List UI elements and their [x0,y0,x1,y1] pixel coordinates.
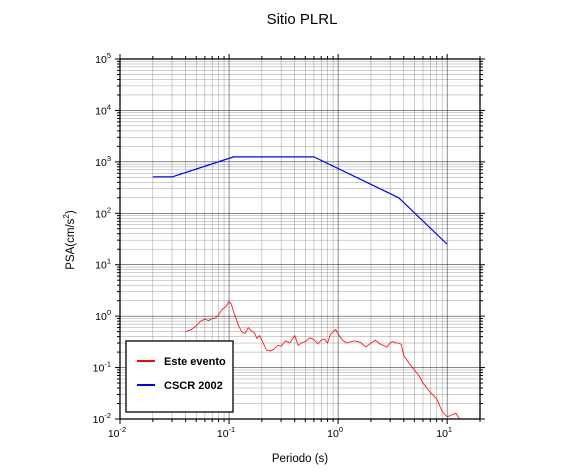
series-line-cscr-2002 [152,156,448,245]
y-tick-label-exp: 4 [107,102,111,111]
y-tick-label-base: 10 [95,260,107,272]
x-tick-label-exp: -2 [120,425,127,434]
x-tick-label-exp: 1 [448,425,452,434]
tick-marks [115,54,485,424]
y-tick-label-exp: 1 [107,257,111,266]
y-tick-label-exp: -1 [104,360,111,369]
y-tick-label: 100 [95,308,111,323]
y-tick-label-base: 10 [95,157,107,169]
y-tick-label: 103 [95,154,111,169]
series-layer [152,156,460,420]
y-axis-label-close: ) [65,210,77,214]
x-tick-label: 10-1 [217,425,235,440]
x-tick-label-base: 10 [436,428,448,440]
y-tick-label-base: 10 [95,311,107,323]
y-tick-label-exp: 0 [107,308,111,317]
y-tick-label: 10-1 [93,360,111,375]
x-tick-label-base: 10 [327,428,339,440]
y-tick-label-base: 10 [95,105,107,117]
series-line-este-evento [185,300,460,420]
x-tick-label-exp: -1 [229,425,236,434]
legend: Este evento CSCR 2002 [125,340,234,413]
x-tick-label-base: 10 [108,428,120,440]
x-axis-label: Periodo (s) [272,453,328,465]
y-tick-label-exp: 5 [107,51,111,60]
grid [119,58,481,420]
y-tick-label-base: 10 [95,208,107,220]
x-tick-label: 100 [327,425,343,440]
y-tick-label-base: 10 [95,54,107,66]
y-tick-label-exp: 2 [107,205,111,214]
x-tick-label: 10-2 [108,425,126,440]
y-tick-label: 104 [95,102,111,117]
legend-label-este-evento: Este evento [164,356,226,368]
legend-label-cscr-2002: CSCR 2002 [164,380,223,392]
plot-frame [119,58,481,420]
y-axis-label-sup: 2 [62,214,71,219]
y-tick-label: 101 [95,257,111,272]
y-tick-label: 10-2 [93,411,111,426]
chart-title: Sitio PLRL [267,11,338,28]
y-tick-label: 102 [95,205,111,220]
y-tick-label-exp: -2 [104,411,111,420]
y-tick-label-base: 10 [93,414,105,426]
y-tick-label-exp: 3 [107,154,111,163]
y-tick-label: 105 [95,51,111,66]
x-tick-label: 101 [436,425,452,440]
x-tick-label-base: 10 [217,428,229,440]
legend-box [125,340,234,413]
y-axis-label: PSA(cm/s2) [62,210,77,270]
y-tick-label-base: 10 [93,363,105,375]
x-tick-label-exp: 0 [339,425,343,434]
y-axis-label-base: PSA(cm/s [65,218,77,269]
